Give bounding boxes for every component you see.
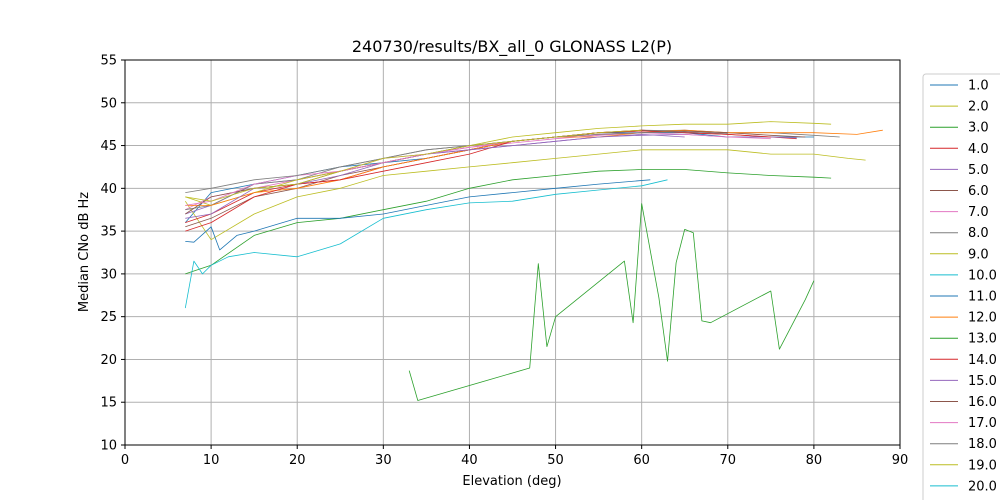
legend-label: 13.0 — [968, 332, 997, 347]
series-line-10-0 — [184, 179, 668, 309]
y-tick-label: 20 — [100, 353, 117, 368]
y-axis-ticks: 10 15 20 25 30 35 40 45 50 55 — [100, 54, 125, 454]
x-axis-ticks: 0 10 20 30 40 50 60 70 80 90 — [121, 445, 908, 468]
legend-label: 1.0 — [968, 79, 989, 94]
x-tick-label: 20 — [289, 453, 306, 468]
y-axis-label: Median CNo dB Hz — [77, 192, 92, 312]
plot-frame — [124, 59, 901, 446]
series-line-15-0 — [185, 133, 685, 219]
x-tick-label: 90 — [892, 453, 909, 468]
series-line-11-0 — [185, 179, 651, 251]
series-line-8-0 — [185, 129, 840, 211]
y-tick-label: 55 — [100, 54, 117, 69]
series-line-18-0 — [185, 131, 728, 193]
legend-label: 6.0 — [968, 184, 989, 199]
x-tick-label: 30 — [375, 453, 392, 468]
y-tick-label: 30 — [100, 267, 117, 282]
legend-label: 8.0 — [968, 226, 989, 241]
y-tick-label: 35 — [100, 225, 117, 240]
series-line-19-0 — [185, 129, 642, 202]
legend-label: 12.0 — [968, 311, 997, 326]
legend-label: 2.0 — [968, 100, 989, 115]
series-line-13-0 — [408, 203, 815, 401]
x-tick-label: 0 — [121, 453, 129, 468]
y-tick-label: 45 — [100, 139, 117, 154]
x-tick-label: 10 — [203, 453, 220, 468]
x-axis-label: Elevation (deg) — [462, 474, 561, 489]
chart-title: 240730/results/BX_all_0 GLONASS L2(P) — [352, 37, 672, 57]
legend-label: 19.0 — [968, 458, 997, 473]
legend-label: 4.0 — [968, 142, 989, 157]
series-line-17-0 — [185, 132, 642, 206]
legend-label: 5.0 — [968, 163, 989, 178]
series-line-16-0 — [185, 130, 728, 215]
legend-label: 7.0 — [968, 205, 989, 220]
legend-label: 20.0 — [968, 479, 997, 494]
legend-label: 10.0 — [968, 268, 997, 283]
series-line-9-0 — [185, 121, 832, 206]
y-tick-label: 50 — [100, 96, 117, 111]
grid-lines — [124, 59, 901, 446]
series-line-12-0 — [185, 129, 883, 206]
legend-label: 15.0 — [968, 374, 997, 389]
legend-label: 14.0 — [968, 353, 997, 368]
legend-label: 11.0 — [968, 290, 997, 305]
x-tick-label: 80 — [806, 453, 823, 468]
x-tick-label: 70 — [720, 453, 737, 468]
legend-label: 16.0 — [968, 395, 997, 410]
series-line-2-0 — [184, 149, 866, 241]
legend-box — [922, 73, 1000, 500]
y-tick-label: 10 — [100, 439, 117, 454]
legend-label: 18.0 — [968, 437, 997, 452]
y-tick-label: 15 — [100, 396, 117, 411]
x-tick-label: 40 — [461, 453, 478, 468]
legend-label: 17.0 — [968, 416, 997, 431]
y-tick-label: 40 — [100, 182, 117, 197]
legend-label: 3.0 — [968, 121, 989, 136]
x-tick-label: 60 — [633, 453, 650, 468]
y-tick-label: 25 — [100, 310, 117, 325]
legend-label: 9.0 — [968, 247, 989, 262]
series-lines — [184, 121, 883, 401]
series-line-3-0 — [185, 169, 832, 275]
x-tick-label: 50 — [547, 453, 564, 468]
legend: 1.0 2.0 3.0 4.0 5.0 6.0 7.0 8.0 9.0 10.0 11.0 12.0 1… — [922, 73, 1000, 500]
